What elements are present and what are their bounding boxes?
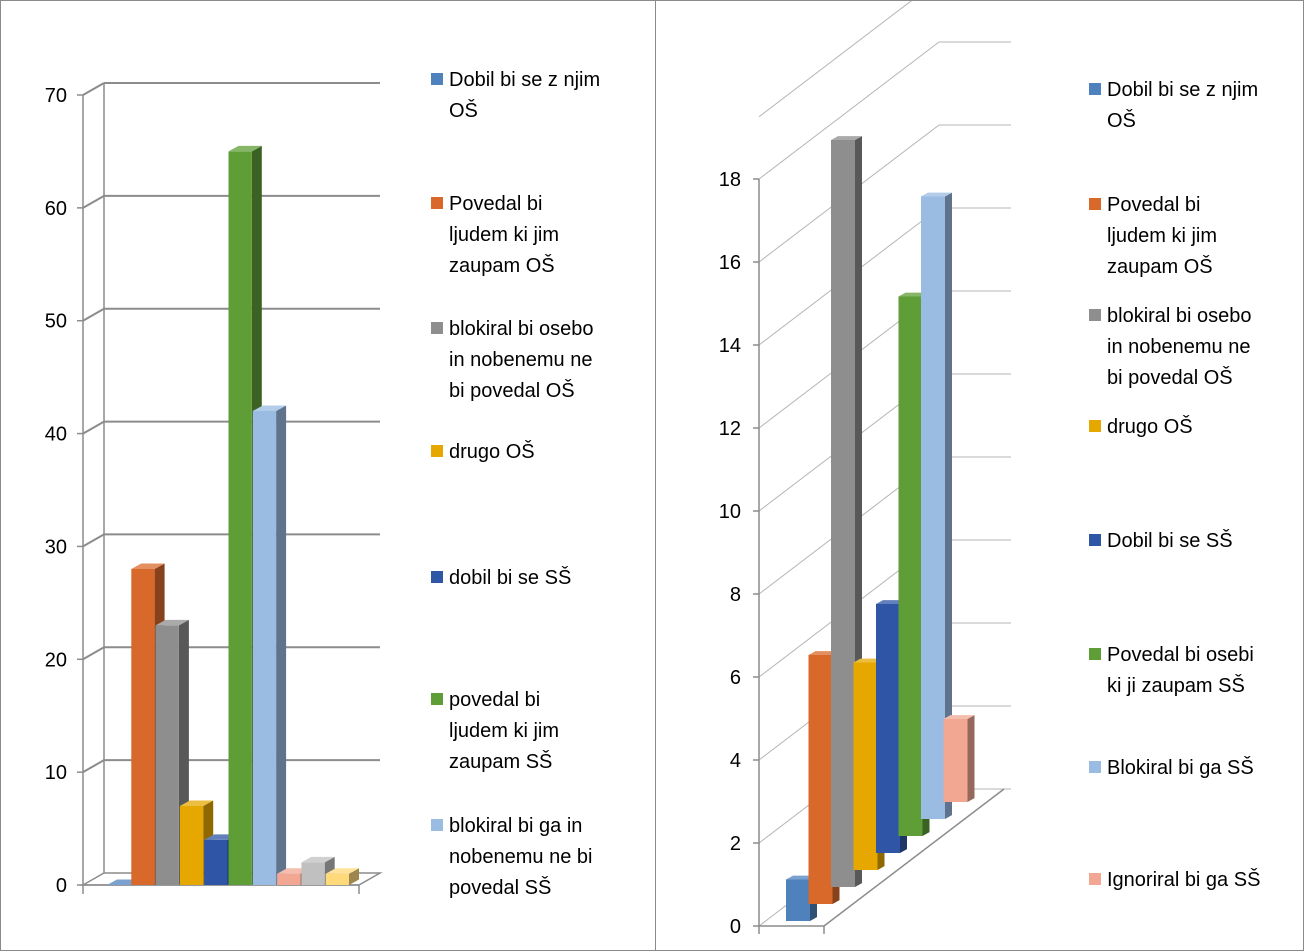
left-legend-label-4: dobil bi se SŠ (449, 566, 571, 589)
left-wall-tick-2 (82, 646, 105, 661)
left-wall-tick-1 (82, 759, 105, 774)
left-legend-label-5: ljudem ki jim (449, 720, 559, 742)
left-wall-tick-6 (82, 194, 105, 209)
left-legend-label-6: povedal SŠ (449, 876, 551, 899)
left-legend-label-0: Dobil bi se z njim (449, 69, 600, 91)
left-bar-9 (325, 868, 359, 885)
right-y-tick-label-7: 14 (719, 335, 741, 357)
right-legend-label-6: Blokiral bi ga SŠ (1107, 756, 1254, 779)
left-y-tick-label-1: 10 (45, 762, 67, 784)
left-legend-label-1: zaupam OŠ (449, 254, 555, 277)
right-y-tick-label-1: 2 (730, 833, 741, 855)
left-legend-label-2: bi povedal OŠ (449, 379, 575, 402)
right-y-tick-label-0: 0 (730, 916, 741, 938)
right-legend-label-3: drugo OŠ (1107, 415, 1193, 438)
left-legend-swatch-6 (431, 819, 443, 831)
right-legend-swatch-3 (1089, 420, 1101, 432)
left-wall-tick-5 (82, 307, 105, 322)
right-y-tick-label-4: 8 (730, 584, 741, 606)
left-legend-label-1: Povedal bi (449, 193, 542, 215)
right-legend-label-2: in nobenemu ne (1107, 336, 1250, 358)
left-y-tick-label-7: 70 (45, 85, 67, 107)
right-legend-swatch-0 (1089, 83, 1101, 95)
right-legend-label-5: ki ji zaupam SŠ (1107, 674, 1245, 697)
left-legend-swatch-0 (431, 73, 443, 85)
right-legend-label-1: Povedal bi (1107, 194, 1200, 216)
left-legend-label-2: blokiral bi osebo (449, 318, 594, 340)
left-legend-swatch-5 (431, 693, 443, 705)
right-legend-swatch-4 (1089, 534, 1101, 546)
right-legend-swatch-5 (1089, 648, 1101, 660)
left-wall-tick-7 (82, 82, 105, 96)
left-legend-swatch-1 (431, 197, 443, 209)
right-y-tick-label-9: 18 (719, 169, 741, 191)
right-y-tick-label-3: 6 (730, 667, 741, 689)
right-floor-edge (823, 788, 1005, 927)
left-wall-tick-4 (82, 420, 105, 435)
right-legend-label-2: bi povedal OŠ (1107, 366, 1233, 389)
left-y-tick-label-2: 20 (45, 649, 67, 671)
right-y-tick-label-6: 12 (719, 418, 741, 440)
left-legend-swatch-3 (431, 445, 443, 457)
right-legend-swatch-2 (1089, 309, 1101, 321)
right-side-grid-9 (758, 41, 940, 180)
right-legend-label-7: Ignoriral bi ga SŠ (1107, 868, 1260, 891)
right-y-tick-label-8: 16 (719, 252, 741, 274)
left-chart-panel: 0 10 20 30 40 50 60 70 Dobil bi se z njim OŠ Poved… (0, 0, 656, 951)
left-legend-label-2: in nobenemu ne (449, 349, 592, 371)
right-legend-label-2: blokiral bi osebo (1107, 305, 1252, 327)
left-legend-label-0: OŠ (449, 99, 478, 122)
right-legend-label-1: ljudem ki jim (1107, 225, 1217, 247)
left-legend-label-1: ljudem ki jim (449, 224, 559, 246)
left-wall-tick-3 (82, 533, 105, 548)
right-y-tick-label-2: 4 (730, 750, 741, 772)
right-legend-label-0: OŠ (1107, 109, 1136, 132)
right-y-tick-label-5: 10 (719, 501, 741, 523)
left-legend-swatch-4 (431, 571, 443, 583)
left-y-tick-label-6: 60 (45, 198, 67, 220)
right-side-grid-top (758, 1, 912, 118)
right-chart-panel: 0 2 4 6 8 10 12 14 16 18 Dobil bi se z njim OŠ Poved… (655, 0, 1304, 951)
right-legend-swatch-7 (1089, 873, 1101, 885)
left-y-tick-label-0: 0 (56, 875, 67, 897)
right-legend-label-5: Povedal bi osebi (1107, 644, 1254, 666)
right-legend-label-1: zaupam OŠ (1107, 255, 1213, 278)
left-y-tick-label-3: 30 (45, 536, 67, 558)
left-chart-canvas: 0 10 20 30 40 50 60 70 Dobil bi se z njim OŠ Poved… (45, 69, 600, 899)
right-chart-canvas: 0 2 4 6 8 10 12 14 16 18 Dobil bi se z njim OŠ Poved… (719, 1, 1260, 938)
right-bar-6 (921, 192, 952, 819)
left-y-tick-label-5: 50 (45, 311, 67, 333)
left-legend-label-6: nobenemu ne bi (449, 846, 592, 868)
right-legend-label-4: Dobil bi se SŠ (1107, 529, 1233, 552)
left-legend-label-5: povedal bi (449, 689, 540, 711)
left-legend-label-6: blokiral bi ga in (449, 815, 582, 837)
left-legend-label-5: zaupam SŠ (449, 750, 552, 773)
right-legend-swatch-1 (1089, 198, 1101, 210)
left-bar-6 (252, 405, 287, 885)
right-legend-swatch-6 (1089, 761, 1101, 773)
left-legend-label-3: drugo OŠ (449, 440, 535, 463)
left-legend-swatch-2 (431, 322, 443, 334)
left-y-tick-label-4: 40 (45, 424, 67, 446)
right-bar-7 (943, 715, 975, 802)
right-legend-label-0: Dobil bi se z njim (1107, 79, 1258, 101)
